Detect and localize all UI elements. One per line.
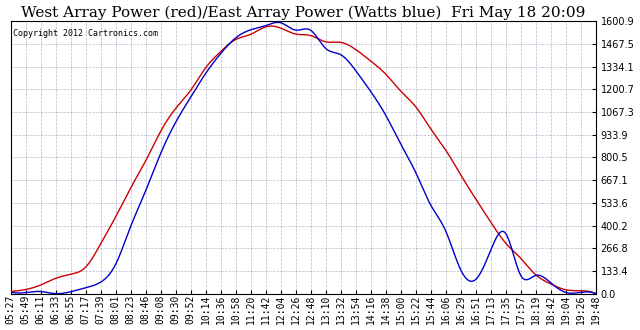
Text: Copyright 2012 Cartronics.com: Copyright 2012 Cartronics.com bbox=[13, 29, 159, 38]
Title: West Array Power (red)/East Array Power (Watts blue)  Fri May 18 20:09: West Array Power (red)/East Array Power … bbox=[21, 6, 586, 20]
